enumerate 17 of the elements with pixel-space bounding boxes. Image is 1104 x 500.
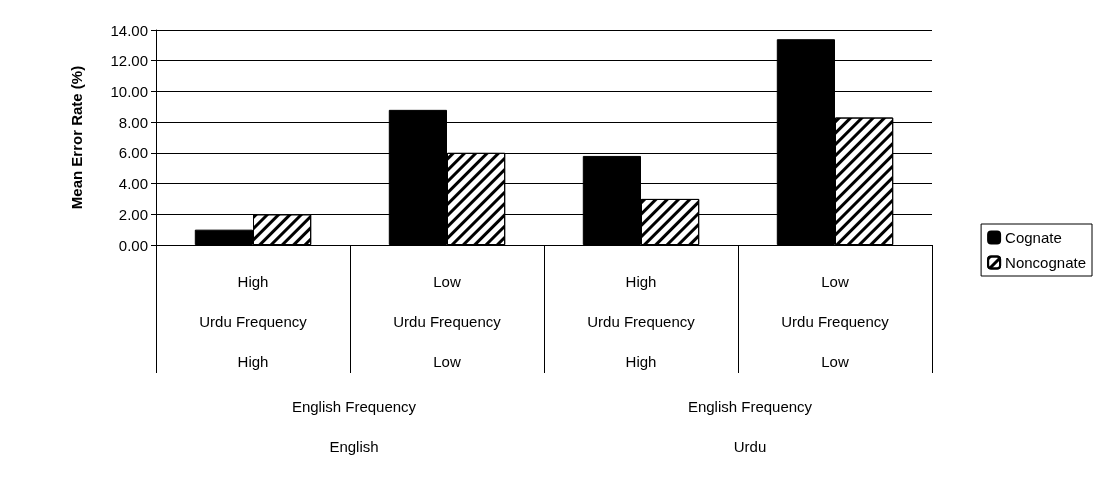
category-label: Low Urdu Frequency Low — [781, 272, 889, 370]
y-tick-label: 8.00 — [118, 113, 148, 131]
y-tick-label: 12.00 — [110, 52, 148, 70]
y-axis-title: Mean Error Rate (%) — [68, 65, 85, 210]
legend-label: Noncognate — [1005, 254, 1087, 271]
y-tick-label: 0.00 — [118, 236, 148, 254]
text: English Frequency Urdu — [687, 397, 813, 455]
y-tick-label: 10.00 — [110, 82, 148, 100]
category-label: High Urdu Frequency High — [199, 272, 307, 370]
legend-label: Cognate — [1005, 229, 1062, 246]
y-tick-label: 4.00 — [118, 175, 148, 193]
text: English Frequency English — [291, 397, 417, 455]
y-tick-label: 6.00 — [118, 144, 148, 162]
y-tick-label: 14.00 — [110, 21, 148, 39]
y-tick-label: 2.00 — [118, 205, 148, 223]
category-label: Low Urdu Frequency Low — [393, 272, 501, 370]
category-label: High Urdu Frequency High — [587, 272, 695, 370]
